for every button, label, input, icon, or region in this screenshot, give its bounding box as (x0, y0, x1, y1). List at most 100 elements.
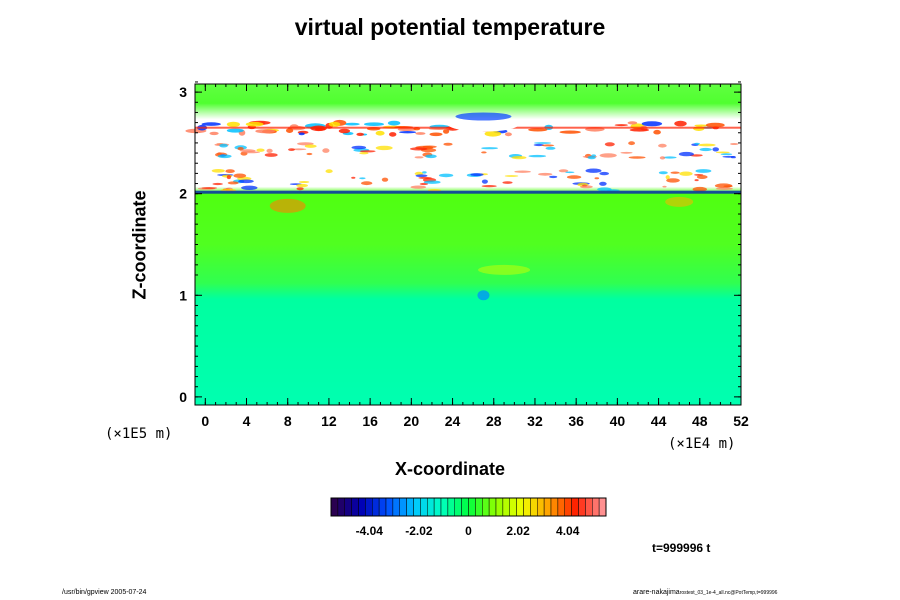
field-blob (361, 181, 373, 186)
field-blob (266, 148, 273, 153)
field-blob (296, 183, 308, 188)
field-blob (414, 156, 424, 159)
colorbar-cell (598, 497, 607, 517)
colorbar-cell (543, 497, 552, 517)
field-blob (705, 122, 725, 128)
field-blob (674, 120, 687, 127)
field-background (195, 84, 741, 405)
field-blob (694, 124, 709, 127)
colorbar-cell (578, 497, 586, 517)
field-blob (658, 143, 667, 148)
field-blob (422, 145, 437, 149)
field-blob (356, 132, 365, 136)
colorbar-cell (585, 497, 593, 517)
field-blob (653, 129, 661, 135)
field-blob (212, 182, 223, 186)
field-blob (410, 185, 427, 189)
field-blob (659, 156, 666, 160)
x-tick-label: 28 (486, 413, 502, 429)
x-scale-note: (×1E4 m) (668, 436, 736, 452)
colorbar-cell (475, 497, 483, 517)
colorbar-cell (523, 497, 531, 517)
colorbar-tick-label: 0 (465, 524, 472, 538)
field-blob (269, 198, 306, 213)
field-blob (545, 146, 556, 150)
y-axis-label: Z-coordinate (129, 190, 150, 300)
y-tick-label: 2 (179, 186, 187, 202)
x-tick-label: 12 (321, 413, 337, 429)
field-blob (306, 152, 313, 156)
colorbar-cell (344, 497, 352, 517)
field-blob (481, 185, 497, 188)
field-blob (528, 154, 547, 158)
colorbar-cell (454, 497, 462, 517)
field-blob (375, 145, 393, 151)
field-blob (415, 174, 428, 178)
field-blob (344, 122, 360, 126)
field-blob (662, 185, 667, 188)
colorbar-cell (427, 497, 435, 517)
field-blob (389, 132, 397, 137)
footer-command: /usr/bin/gpview 2005-07-24 (62, 589, 147, 596)
field-blob (241, 185, 258, 190)
field-blob (423, 180, 441, 184)
colorbar-cell (488, 497, 497, 517)
field-blob (217, 154, 232, 159)
chart-title: virtual potential temperature (294, 14, 606, 40)
field-blob (502, 181, 513, 184)
colorbar-cell (530, 497, 538, 517)
field-blob (663, 156, 677, 159)
colorbar-cell (495, 497, 504, 517)
field-blob (478, 264, 531, 275)
field-blob (730, 156, 736, 159)
field-blob (730, 143, 739, 145)
field-blob (399, 131, 417, 134)
field-blob (359, 152, 369, 155)
field-blob (291, 148, 307, 151)
field-blob (528, 128, 548, 132)
field-blob (219, 143, 228, 148)
field-blob (226, 128, 244, 133)
heatmap-field (185, 84, 741, 405)
x-tick-label: 40 (610, 413, 626, 429)
field-blob (298, 132, 305, 136)
colorbar-cell (392, 497, 401, 517)
colorbar-cell (372, 497, 380, 517)
colorbar-tick-label: -4.04 (356, 524, 384, 538)
field-blob (296, 187, 304, 191)
field-blob (288, 148, 295, 152)
field-blob (715, 187, 733, 190)
z-scale-note: (×1E5 m) (105, 426, 173, 442)
field-blob (422, 171, 427, 174)
field-blob (538, 172, 553, 176)
field-blob (614, 124, 628, 127)
field-blob (415, 132, 426, 135)
field-blob (566, 175, 582, 179)
field-blob (607, 189, 620, 192)
field-blob (504, 175, 519, 177)
field-blob (699, 147, 712, 152)
field-blob (242, 151, 260, 154)
field-blob (264, 153, 278, 157)
field-blob (533, 143, 545, 147)
field-blob (698, 143, 716, 147)
field-blob (226, 121, 240, 128)
field-blob (679, 171, 693, 176)
field-band (195, 190, 741, 194)
colorbar-cell (330, 497, 339, 517)
field-blob (443, 129, 450, 134)
field-blob (419, 182, 429, 186)
colorbar-cell (358, 497, 366, 517)
colorbar-cell (502, 497, 511, 517)
field-blob (696, 175, 708, 179)
field-blob (594, 177, 600, 180)
field-blob (665, 175, 670, 180)
colorbar-cell (557, 497, 566, 517)
colorbar: -4.04 -2.02 0 2.02 4.04 (330, 497, 607, 538)
field-blob (549, 175, 558, 179)
colorbar-cell (365, 497, 373, 517)
field-blob (694, 179, 699, 182)
field-blob (387, 120, 401, 126)
x-tick-label: 44 (651, 413, 667, 429)
